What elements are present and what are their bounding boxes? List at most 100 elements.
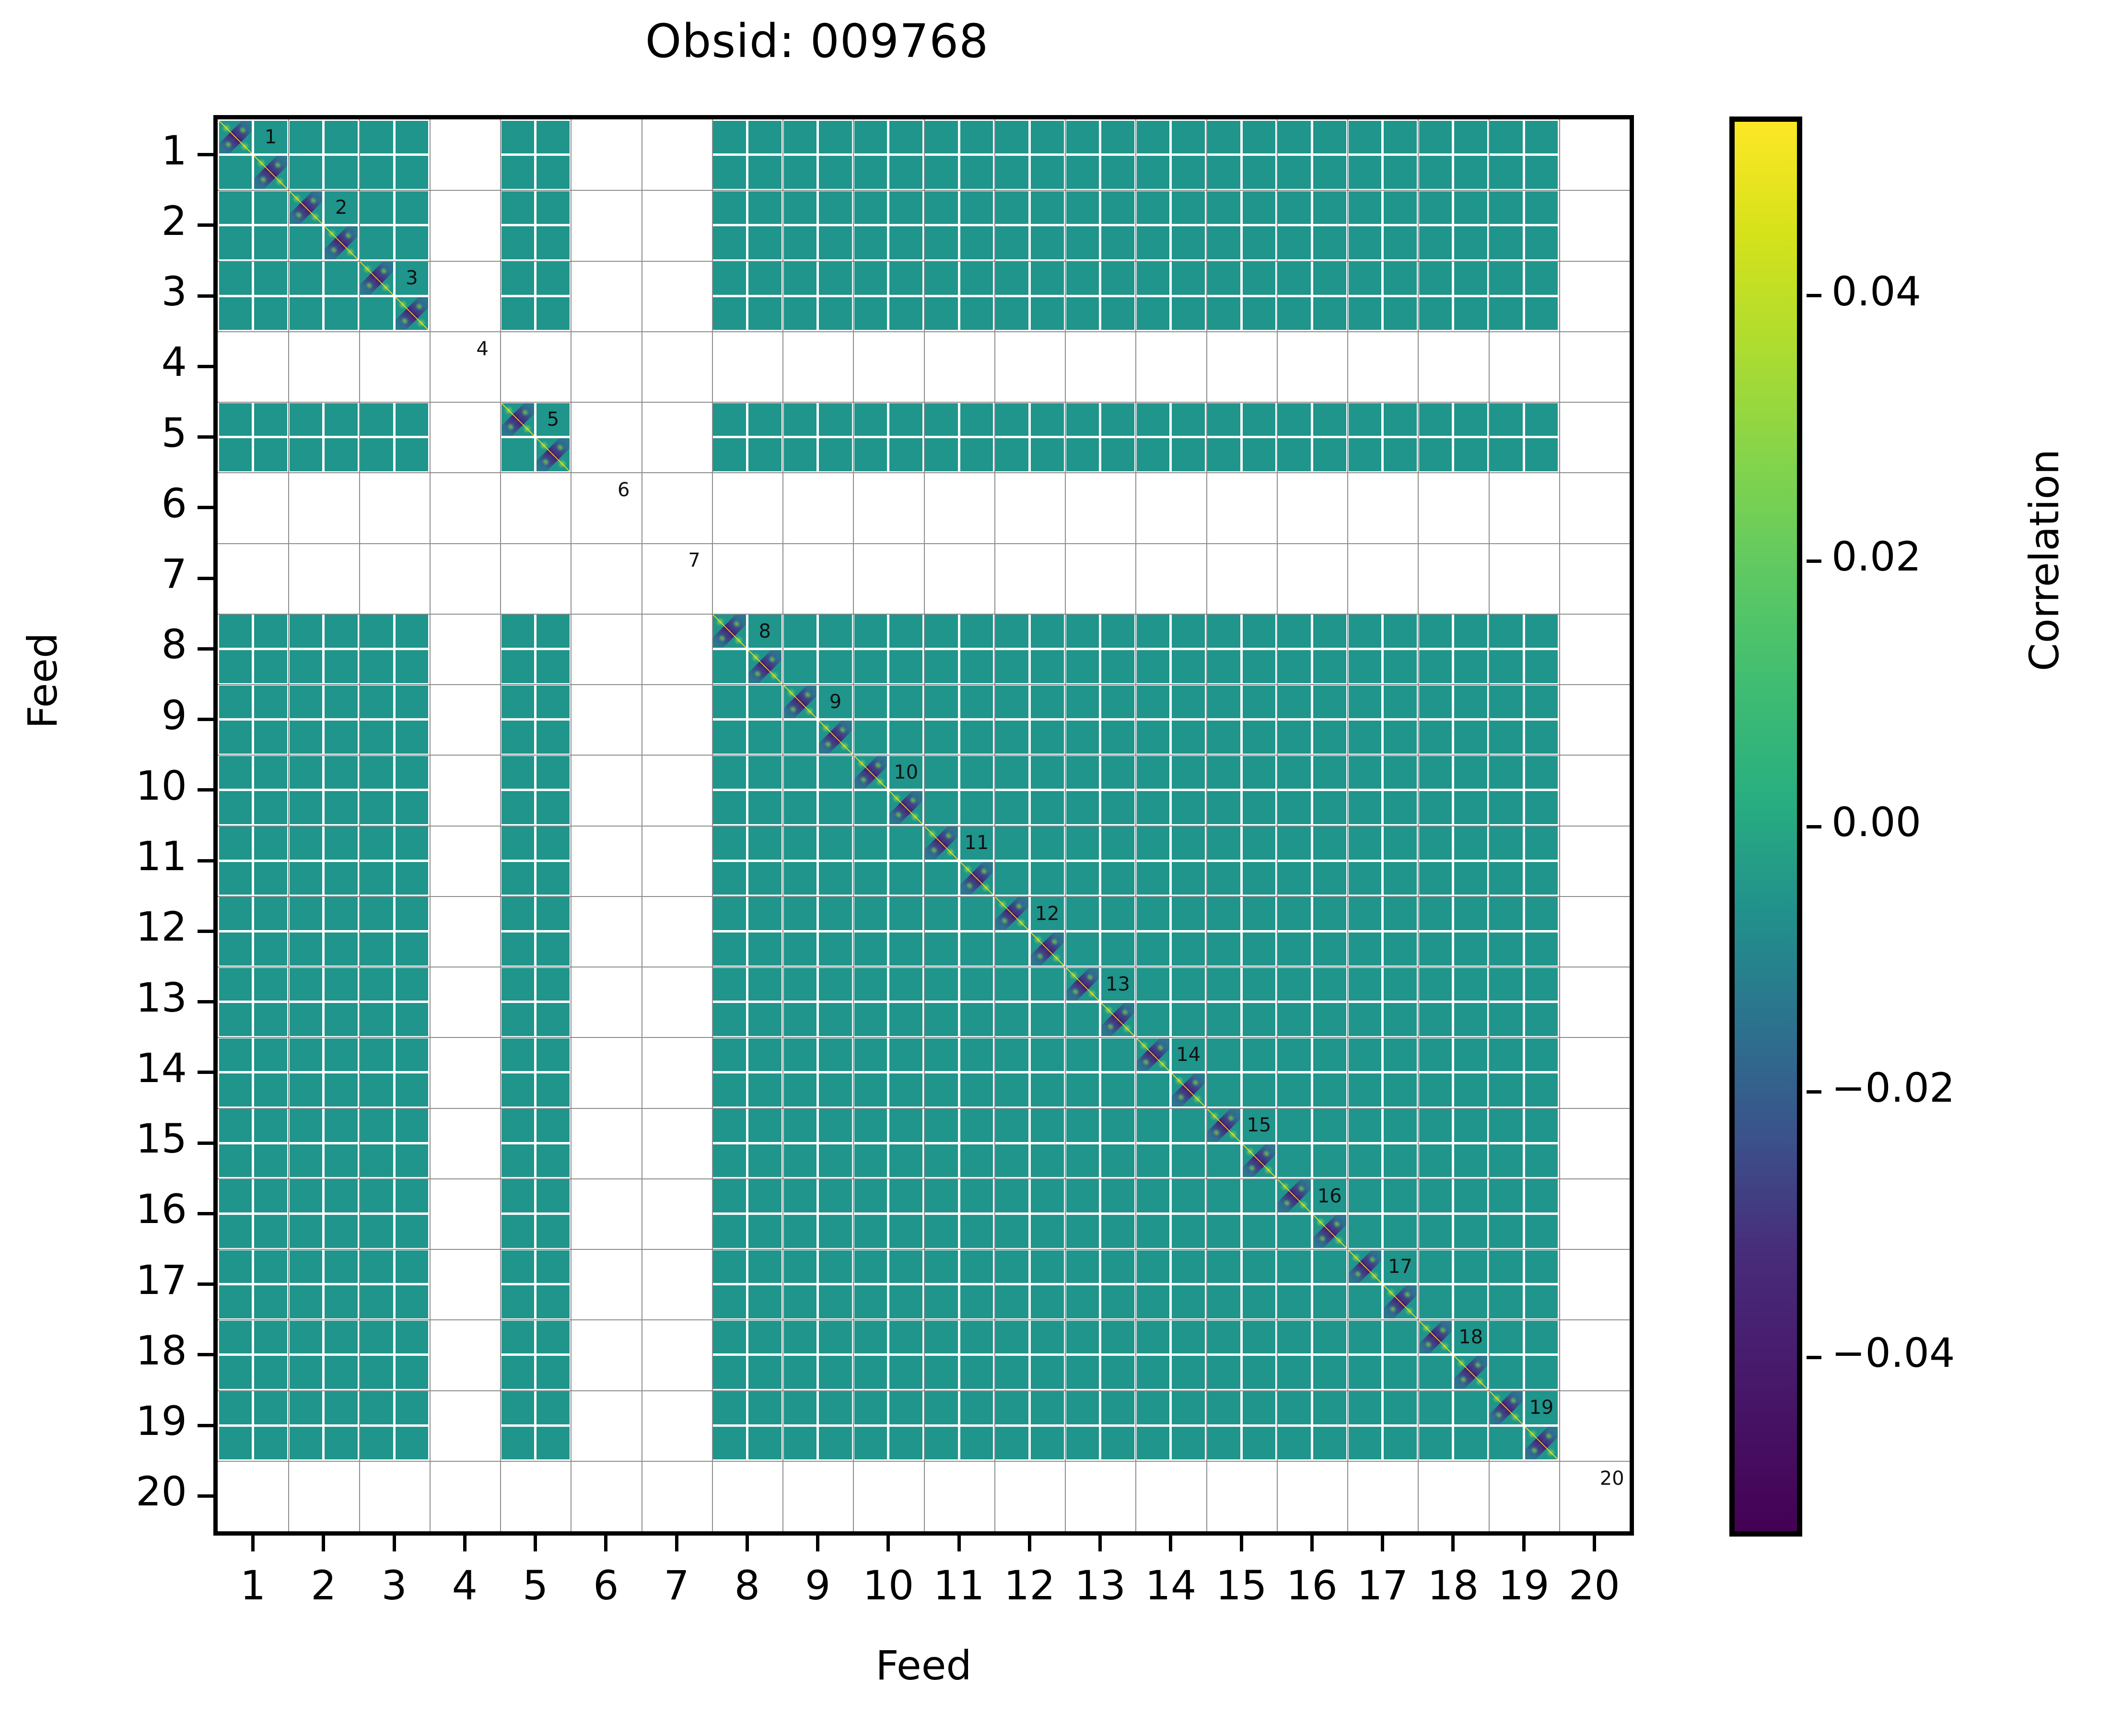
matrix-cell[interactable] [889,685,922,719]
matrix-cell[interactable] [536,932,570,966]
matrix-cell[interactable] [889,1003,922,1036]
matrix-cell[interactable] [1454,615,1487,648]
matrix-cell[interactable] [748,1038,781,1072]
heatmap-plot-area[interactable]: 1 2 3 4 5 6 7 8 9 10 11 12 13 14 15 16 17 18 19 20 [213,115,1634,1536]
matrix-cell[interactable] [819,1356,852,1389]
matrix-cell[interactable] [360,120,393,154]
matrix-cell[interactable] [925,262,958,295]
matrix-cell[interactable] [1066,1144,1099,1177]
matrix-cell-diagonal[interactable] [1525,1426,1558,1460]
matrix-cell[interactable] [360,1038,393,1072]
matrix-cell[interactable] [1242,1109,1276,1142]
matrix-cell[interactable] [1207,120,1240,154]
matrix-cell[interactable] [1384,932,1417,966]
matrix-cell[interactable] [713,1179,746,1212]
matrix-cell[interactable] [819,1144,852,1177]
matrix-cell[interactable] [501,756,535,789]
matrix-cell[interactable] [995,650,1028,683]
matrix-cell[interactable] [748,756,781,789]
matrix-cell[interactable] [1348,297,1382,330]
matrix-cell[interactable] [1384,791,1417,824]
matrix-cell[interactable] [1490,897,1523,930]
matrix-cell[interactable] [1242,932,1276,966]
matrix-cell[interactable] [395,1144,429,1177]
matrix-cell[interactable] [1490,297,1523,330]
matrix-cell[interactable] [854,1109,887,1142]
matrix-cell[interactable] [219,897,252,930]
matrix-cell[interactable] [1525,897,1558,930]
matrix-cell[interactable] [1242,1073,1276,1107]
matrix-cell-diagonal[interactable] [1278,1179,1311,1212]
matrix-cell[interactable] [1172,932,1205,966]
matrix-cell[interactable] [325,650,358,683]
matrix-cell[interactable] [1066,403,1099,436]
matrix-cell[interactable] [1030,1250,1064,1283]
matrix-cell[interactable] [1207,1144,1240,1177]
matrix-cell[interactable] [925,1073,958,1107]
matrix-cell[interactable] [1242,156,1276,189]
matrix-cell[interactable] [1348,120,1382,154]
matrix-cell[interactable] [254,403,287,436]
matrix-cell[interactable] [501,827,535,860]
matrix-cell[interactable] [1525,1285,1558,1318]
matrix-cell[interactable] [1136,1320,1170,1354]
matrix-cell-diagonal[interactable] [960,862,993,895]
matrix-cell[interactable] [536,191,570,224]
matrix-cell-diagonal[interactable] [1242,1144,1276,1177]
matrix-cell[interactable] [1384,1073,1417,1107]
matrix-cell[interactable] [889,615,922,648]
matrix-cell-diagonal[interactable] [925,827,958,860]
matrix-cell[interactable] [713,438,746,471]
matrix-cell[interactable] [360,1179,393,1212]
matrix-cell[interactable] [219,403,252,436]
matrix-cell[interactable] [325,156,358,189]
matrix-cell[interactable] [395,1285,429,1318]
matrix-cell[interactable] [995,615,1028,648]
matrix-cell[interactable] [1419,1144,1452,1177]
matrix-cell[interactable] [289,403,323,436]
matrix-cell[interactable] [325,932,358,966]
matrix-cell[interactable] [1207,156,1240,189]
matrix-cell[interactable] [783,756,817,789]
matrix-cell[interactable] [854,297,887,330]
matrix-cell[interactable] [1348,650,1382,683]
matrix-cell[interactable] [713,650,746,683]
matrix-cell[interactable] [713,827,746,860]
matrix-cell[interactable] [1348,1109,1382,1142]
matrix-cell[interactable] [325,1285,358,1318]
matrix-cell[interactable] [325,685,358,719]
colorbar[interactable] [1729,117,1802,1537]
matrix-cell[interactable] [254,615,287,648]
matrix-cell[interactable] [819,827,852,860]
matrix-cell[interactable] [783,156,817,189]
matrix-cell[interactable] [395,721,429,754]
matrix-cell[interactable] [925,1356,958,1389]
matrix-cell[interactable] [925,120,958,154]
matrix-cell[interactable] [1172,1179,1205,1212]
matrix-cell[interactable] [1278,156,1311,189]
matrix-cell[interactable] [1278,721,1311,754]
matrix-cell[interactable] [1384,226,1417,259]
matrix-cell[interactable] [960,1250,993,1283]
matrix-cell[interactable] [1348,721,1382,754]
matrix-cell[interactable] [748,1250,781,1283]
matrix-cell[interactable] [1207,1073,1240,1107]
matrix-cell[interactable] [1419,791,1452,824]
matrix-cell[interactable] [889,1320,922,1354]
matrix-cell[interactable] [1454,650,1487,683]
matrix-cell[interactable] [254,1356,287,1389]
matrix-cell[interactable] [1490,721,1523,754]
matrix-cell[interactable] [289,967,323,1001]
matrix-cell[interactable] [1066,438,1099,471]
matrix-cell[interactable] [1454,685,1487,719]
matrix-cell[interactable] [1525,297,1558,330]
matrix-cell[interactable] [889,191,922,224]
matrix-cell[interactable] [1172,1214,1205,1248]
matrix-cell[interactable] [289,685,323,719]
matrix-cell[interactable] [1066,1356,1099,1389]
matrix-cell[interactable] [1384,756,1417,789]
matrix-cell[interactable] [395,756,429,789]
matrix-cell[interactable] [1030,1285,1064,1318]
matrix-cell-diagonal[interactable] [819,721,852,754]
matrix-cell[interactable] [1242,897,1276,930]
